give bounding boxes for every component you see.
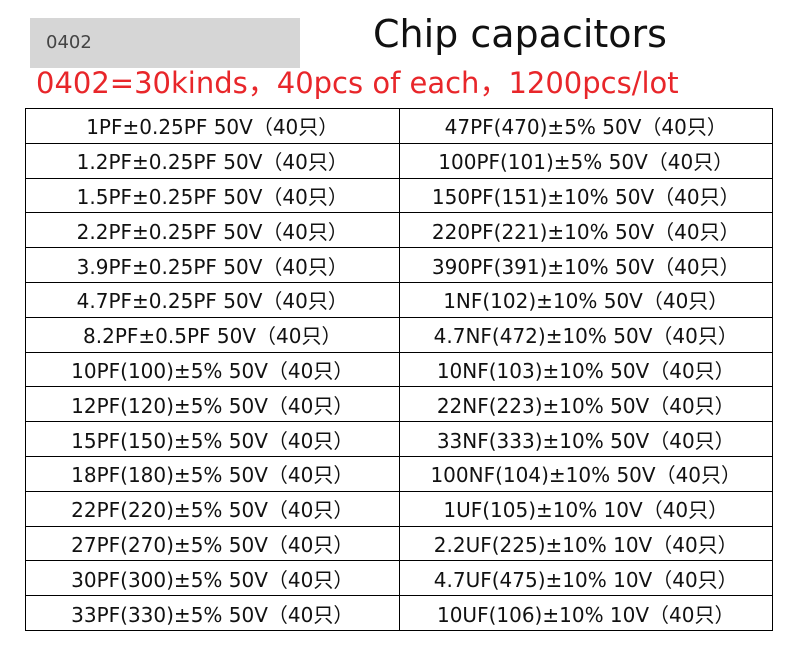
table-cell: 30PF(300)±5% 50V（40只） [25,560,400,597]
table-cell: 4.7NF(472)±10% 50V（40只） [398,316,773,353]
table-cell: 47PF(470)±5% 50V（40只） [398,108,773,144]
table-row: 15PF(150)±5% 50V（40只） 33NF(333)±10% 50V（4… [25,421,773,457]
table-cell: 150PF(151)±10% 50V（40只） [398,177,773,214]
table-cell: 10NF(103)±10% 50V（40只） [398,351,773,388]
table-cell: 18PF(180)±5% 50V（40只） [25,455,400,492]
table-cell: 100PF(101)±5% 50V（40只） [398,142,773,179]
table-cell: 10UF(106)±10% 10V（40只） [398,595,773,631]
table-cell: 390PF(391)±10% 50V（40只） [398,247,773,283]
table-cell: 27PF(270)±5% 50V（40只） [25,525,400,562]
table-row: 10PF(100)±5% 50V（40只） 10NF(103)±10% 50V（4… [25,351,773,388]
table-cell: 1NF(102)±10% 50V（40只） [398,281,773,318]
table-cell: 100NF(104)±10% 50V（40只） [398,455,773,492]
table-row: 18PF(180)±5% 50V（40只） 100NF(104)±10% 50V（… [25,455,773,492]
table-row: 3.9PF±0.25PF 50V（40只） 390PF(391)±10% 50V（… [25,247,773,283]
capacitor-table: 1PF±0.25PF 50V（40只） 47PF(470)±5% 50V（40只）… [25,108,773,631]
table-cell: 12PF(120)±5% 50V（40只） [25,386,400,423]
table-cell: 22PF(220)±5% 50V（40只） [25,490,400,527]
table-row: 1.2PF±0.25PF 50V（40只） 100PF(101)±5% 50V（4… [25,142,773,179]
table-row: 30PF(300)±5% 50V（40只） 4.7UF(475)±10% 10V（… [25,560,773,597]
table-cell: 1PF±0.25PF 50V（40只） [25,108,400,144]
table-cell: 2.2PF±0.25PF 50V（40只） [25,212,400,249]
title: Chip capacitors [373,12,667,56]
table-row: 1PF±0.25PF 50V（40只） 47PF(470)±5% 50V（40只） [25,108,773,144]
table-row: 27PF(270)±5% 50V（40只） 2.2UF(225)±10% 10V（… [25,525,773,562]
table-cell: 1.5PF±0.25PF 50V（40只） [25,177,400,214]
table-cell: 2.2UF(225)±10% 10V（40只） [398,525,773,562]
table-cell: 33NF(333)±10% 50V（40只） [398,421,773,457]
subtitle: 0402=30kinds，40pcs of each，1200pcs/lot [36,66,679,100]
table-cell: 1.2PF±0.25PF 50V（40只） [25,142,400,179]
badge: 0402 [30,18,300,68]
table-cell: 22NF(223)±10% 50V（40只） [398,386,773,423]
table-row: 12PF(120)±5% 50V（40只） 22NF(223)±10% 50V（4… [25,386,773,423]
table-cell: 15PF(150)±5% 50V（40只） [25,421,400,457]
table-cell: 3.9PF±0.25PF 50V（40只） [25,247,400,283]
table-cell: 4.7PF±0.25PF 50V（40只） [25,281,400,318]
table-cell: 10PF(100)±5% 50V（40只） [25,351,400,388]
table-row: 33PF(330)±5% 50V（40只） 10UF(106)±10% 10V（4… [25,595,773,631]
table-cell: 4.7UF(475)±10% 10V（40只） [398,560,773,597]
table-cell: 33PF(330)±5% 50V（40只） [25,595,400,631]
table-row: 4.7PF±0.25PF 50V（40只） 1NF(102)±10% 50V（40… [25,281,773,318]
table-row: 8.2PF±0.5PF 50V（40只） 4.7NF(472)±10% 50V（4… [25,316,773,353]
table-row: 2.2PF±0.25PF 50V（40只） 220PF(221)±10% 50V（… [25,212,773,249]
table-cell: 8.2PF±0.5PF 50V（40只） [25,316,400,353]
table-row: 1.5PF±0.25PF 50V（40只） 150PF(151)±10% 50V（… [25,177,773,214]
table-cell: 220PF(221)±10% 50V（40只） [398,212,773,249]
table-row: 22PF(220)±5% 50V（40只） 1UF(105)±10% 10V（40… [25,490,773,527]
table-cell: 1UF(105)±10% 10V（40只） [398,490,773,527]
